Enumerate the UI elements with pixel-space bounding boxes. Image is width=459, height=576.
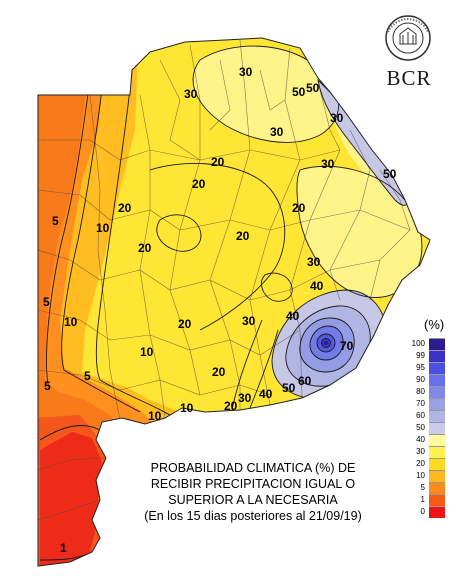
contour-label: 5 — [44, 379, 51, 393]
legend-label: 40 — [416, 435, 425, 444]
contour-label: 30 — [242, 314, 256, 328]
legend-entry: 0 — [421, 506, 459, 518]
contour-labels: 30 30 20 30 20 20 30 50 50 10 20 30 5 10… — [43, 65, 397, 555]
bcr-logo — [372, 14, 444, 98]
legend-unit: (%) — [424, 317, 445, 332]
contour-label: 10 — [140, 345, 154, 359]
bcr-logo-text: BCR — [386, 66, 432, 90]
contour-label: 50 — [383, 167, 397, 181]
legend-entry: 50 — [416, 422, 459, 434]
legend-entry: 1 — [421, 494, 459, 506]
contour-label: 40 — [259, 387, 273, 401]
legend-swatch — [429, 470, 445, 482]
legend-swatch — [429, 350, 445, 362]
contour-label: 20 — [236, 229, 250, 243]
contour-label: 10 — [96, 221, 110, 235]
province-outline — [37, 37, 431, 567]
contour-label: 5 — [52, 214, 59, 228]
contour-label: 5 — [84, 369, 91, 383]
contour-label: 10 — [180, 401, 194, 415]
legend-entry: 95 — [416, 362, 459, 374]
contour-label: 30 — [238, 391, 252, 405]
legend-entry: 60 — [416, 410, 459, 422]
legend-label: 99 — [416, 351, 425, 360]
legend-swatch — [429, 338, 445, 350]
legend-label: 50 — [416, 423, 425, 432]
contour-label: 30 — [184, 87, 198, 101]
legend-label: 60 — [416, 411, 425, 420]
legend-swatch — [429, 494, 445, 506]
legend-label: 30 — [416, 447, 425, 456]
contour-label: 30 — [239, 65, 253, 79]
legend-label: 95 — [416, 363, 425, 372]
caption-line: RECIBIR PRECIPITACION IGUAL O — [150, 477, 356, 491]
contour-label: 30 — [307, 255, 321, 269]
legend-swatch — [429, 434, 445, 446]
contour-label: 20 — [224, 399, 238, 413]
legend-swatch — [429, 362, 445, 374]
legend-entry: 20 — [416, 458, 459, 470]
contour-label: 50 — [292, 85, 306, 99]
legend-swatch — [429, 482, 445, 494]
contour-label: 40 — [286, 309, 300, 323]
legend-entry: 100 — [412, 338, 459, 350]
caption-line: SUPERIOR A LA NECESARIA — [168, 493, 338, 507]
legend-entry: 99 — [416, 350, 459, 362]
contour-label: 20 — [212, 365, 226, 379]
legend-swatch — [429, 386, 445, 398]
legend-label: 0 — [420, 507, 425, 516]
contour-label: 10 — [148, 409, 162, 423]
legend-label: 20 — [416, 459, 425, 468]
isolines — [39, 39, 423, 561]
contour-label: 40 — [310, 279, 324, 293]
legend-label: 70 — [416, 399, 425, 408]
contour-label: 30 — [330, 111, 344, 125]
legend-entry: 70 — [416, 398, 459, 410]
legend-label: 10 — [416, 471, 425, 480]
legend-entry: 30 — [416, 446, 459, 458]
contour-label: 20 — [211, 155, 225, 169]
bcr-seal-icon — [385, 15, 431, 61]
contour-label: 10 — [64, 315, 78, 329]
legend-swatch — [429, 410, 445, 422]
legend-swatch — [429, 446, 445, 458]
legend-swatch — [429, 422, 445, 434]
caption-line: PROBABILIDAD CLIMATICA (%) DE — [150, 461, 356, 475]
contour-label: 20 — [292, 201, 306, 215]
contour-label: 20 — [178, 317, 192, 331]
contour-label: 50 — [306, 81, 320, 95]
legend-entry: 10 — [416, 470, 459, 482]
legend-swatch — [429, 506, 445, 518]
map-caption: PROBABILIDAD CLIMATICA (%) DE RECIBIR PR… — [118, 460, 388, 524]
contour-label: 20 — [118, 201, 132, 215]
contour-label: 30 — [321, 157, 335, 171]
legend-label: 100 — [411, 339, 425, 348]
legend-label: 90 — [416, 375, 425, 384]
legend-entry: 80 — [416, 386, 459, 398]
contour-label: 1 — [60, 541, 67, 555]
contour-label: 60 — [298, 374, 312, 388]
contour-label: 20 — [192, 177, 206, 191]
legend-swatch — [429, 458, 445, 470]
contour-label: 70 — [340, 339, 354, 353]
contour-label: 30 — [270, 125, 284, 139]
legend-entry: 5 — [421, 482, 459, 494]
legend-label: 1 — [420, 495, 425, 504]
legend-swatch — [429, 374, 445, 386]
contour-label: 50 — [282, 381, 296, 395]
legend-label: 5 — [420, 483, 425, 492]
color-legend: 100 99 95 90 80 70 60 50 40 30 20 10 5 1 0 — [412, 338, 459, 518]
caption-line: (En los 15 dias posteriores al 21/09/19) — [144, 509, 362, 523]
legend-entry: 40 — [416, 434, 459, 446]
legend-label: 80 — [416, 387, 425, 396]
legend-entry: 90 — [416, 374, 459, 386]
contour-label: 20 — [138, 241, 152, 255]
legend-swatch — [429, 398, 445, 410]
contour-label: 5 — [43, 295, 50, 309]
